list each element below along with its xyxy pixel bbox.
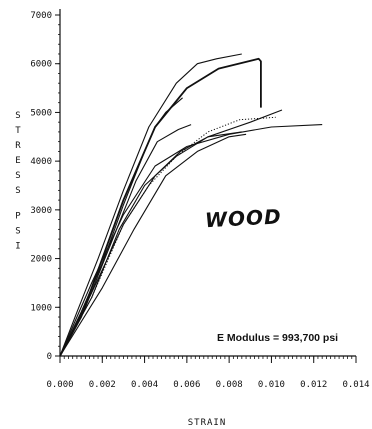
y-axis-title-letter: S <box>15 227 20 237</box>
y-tick-label: 0 <box>47 352 52 362</box>
series-curve-5 <box>59 124 323 357</box>
x-tick-label: 0.014 <box>342 380 369 390</box>
y-axis-title-letter: S <box>15 111 20 121</box>
y-axis-title-letter: R <box>15 141 21 151</box>
modulus-annotation: E Modulus = 993,700 psi <box>217 332 338 344</box>
series-curve-3 <box>59 97 183 357</box>
x-tick-label: 0.010 <box>258 380 285 390</box>
x-axis: 0.000 0.002 0.004 0.006 0.008 0.010 0.012 0.014 <box>46 355 370 390</box>
x-tick-label: 0.004 <box>131 380 158 390</box>
y-axis: 0 1000 2000 3000 4000 5000 6000 7000 <box>30 9 61 362</box>
y-tick-label: 2000 <box>30 255 52 265</box>
series-layer <box>59 53 323 357</box>
y-axis-title-letter: P <box>15 212 21 222</box>
y-tick-label: 1000 <box>30 303 52 313</box>
x-tick-label: 0.008 <box>216 380 243 390</box>
series-curve-4 <box>59 124 192 357</box>
y-tick-label: 7000 <box>30 11 52 21</box>
x-axis-title: STRAIN <box>188 418 227 428</box>
wood-handwritten-label: WOOD <box>204 204 282 232</box>
y-tick-label: 4000 <box>30 157 52 167</box>
y-axis-title-letter: S <box>15 186 20 196</box>
series-curve-1 <box>59 53 242 357</box>
series-curve-6 <box>59 131 242 357</box>
x-tick-label: 0.006 <box>173 380 200 390</box>
y-tick-label: 5000 <box>30 108 52 118</box>
series-curve-8 <box>59 133 247 357</box>
y-axis-title-letter: T <box>15 126 21 136</box>
y-axis-title-letter: I <box>15 242 20 252</box>
x-tick-label: 0.002 <box>89 380 116 390</box>
y-tick-label: 3000 <box>30 206 52 216</box>
y-axis-title-letter: S <box>15 171 20 181</box>
y-axis-title-letter: E <box>15 156 20 166</box>
series-curve-7 <box>59 109 283 357</box>
x-tick-label: 0.000 <box>46 380 73 390</box>
series-curve-9 <box>59 116 276 357</box>
x-tick-label: 0.012 <box>300 380 327 390</box>
y-tick-label: 6000 <box>30 60 52 70</box>
